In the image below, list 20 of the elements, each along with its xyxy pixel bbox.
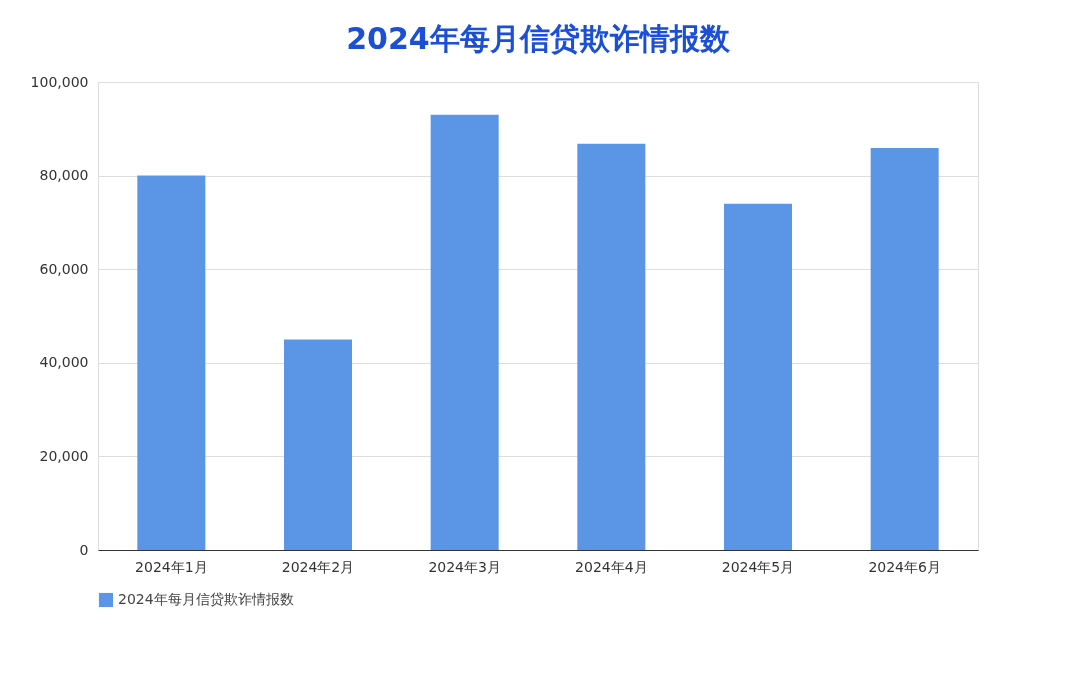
y-tick-label: 80,000 [39,167,89,184]
legend-label: 2024年每月信贷欺诈情报数 [118,591,294,607]
chart-title: 2024年每月信贷欺诈情报数 [346,21,731,56]
bar [430,114,499,550]
bar [724,203,792,550]
x-tick-label: 2024年1月 [135,558,208,575]
y-tick-label: 0 [79,541,89,558]
x-tick-label: 2024年6月 [868,558,941,575]
bar [870,147,939,550]
bar [284,339,352,550]
y-tick-label: 20,000 [39,447,89,464]
bar [137,175,206,550]
y-tick-label: 60,000 [39,260,89,277]
x-tick-label: 2024年3月 [428,558,501,575]
x-tick-label: 2024年4月 [575,558,648,575]
y-tick-label: 40,000 [39,354,89,371]
y-tick-label: 100,000 [30,73,89,90]
x-tick-label: 2024年2月 [281,558,355,575]
bar [577,143,646,550]
x-tick-label: 2024年5月 [721,558,795,575]
